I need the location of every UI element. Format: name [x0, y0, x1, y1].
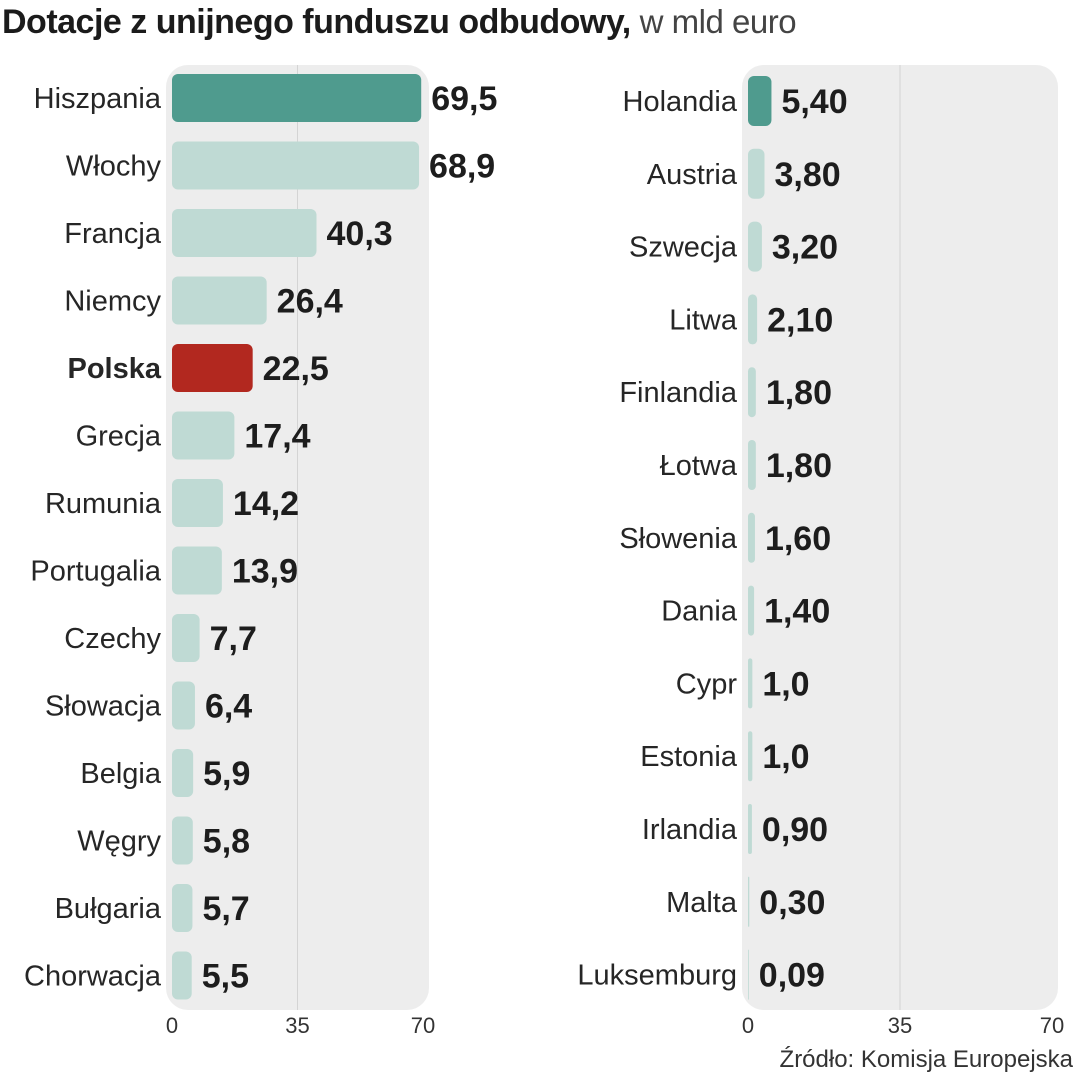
bar [172, 479, 223, 527]
category-label: Słowacja [45, 691, 162, 723]
bar [748, 731, 753, 782]
value-label: 1,80 [766, 374, 832, 412]
category-label: Finlandia [619, 377, 738, 409]
value-label: 22,5 [263, 350, 329, 388]
category-label: Belgia [80, 758, 161, 790]
category-label: Szwecja [629, 232, 738, 264]
bar [172, 614, 200, 662]
value-label: 26,4 [277, 283, 343, 321]
value-label: 7,7 [210, 620, 257, 658]
bar [748, 949, 749, 1000]
bar [748, 512, 755, 563]
value-label: 5,5 [202, 958, 249, 996]
value-label: 5,8 [203, 823, 250, 861]
x-tick-label: 70 [1040, 1013, 1064, 1038]
chart-title: Dotacje z unijnego funduszu odbudowy, w … [2, 2, 797, 42]
category-label: Irlandia [642, 814, 738, 846]
x-tick-label: 0 [166, 1013, 178, 1038]
category-label: Niemcy [64, 286, 161, 318]
value-label: 14,2 [233, 485, 299, 523]
category-label: Hiszpania [34, 83, 162, 115]
value-label: 1,0 [762, 738, 809, 776]
value-label: 13,9 [232, 553, 298, 591]
value-label: 5,40 [781, 83, 847, 121]
category-label: Węgry [77, 826, 161, 858]
bar [172, 681, 195, 730]
bar [748, 658, 753, 709]
bar [172, 74, 422, 122]
bar [172, 749, 194, 797]
category-label: Portugalia [30, 556, 161, 588]
category-label: Polska [68, 353, 162, 385]
value-label: 0,30 [759, 884, 825, 922]
category-label: Chorwacja [24, 961, 162, 993]
x-tick-label: 35 [888, 1013, 912, 1038]
value-label: 1,80 [766, 447, 832, 485]
value-label: 68,9 [429, 148, 495, 186]
category-label: Czechy [64, 623, 161, 655]
bar [172, 411, 235, 460]
value-label: 6,4 [205, 688, 252, 726]
category-label: Cypr [676, 668, 738, 700]
chart-title-unit: w mld euro [639, 3, 797, 40]
x-tick-label: 0 [742, 1013, 754, 1038]
bar [748, 294, 758, 345]
category-label: Holandia [623, 86, 738, 118]
bar [748, 76, 772, 126]
bar [172, 276, 267, 325]
category-label: Włochy [66, 151, 162, 183]
value-label: 3,80 [775, 156, 841, 194]
category-label: Austria [647, 159, 738, 191]
category-label: Francja [64, 218, 162, 250]
value-label: 5,9 [203, 755, 250, 793]
value-label: 5,7 [202, 890, 249, 928]
category-label: Rumunia [45, 488, 162, 520]
value-label: 0,09 [759, 957, 825, 995]
value-label: 1,60 [765, 520, 831, 558]
x-tick-label: 35 [285, 1013, 309, 1038]
bar [172, 884, 193, 932]
bar [748, 367, 756, 418]
value-label: 69,5 [431, 80, 497, 118]
category-label: Malta [666, 887, 738, 919]
bar [748, 876, 750, 927]
x-tick-label: 70 [411, 1013, 435, 1038]
category-label: Luksemburg [577, 960, 737, 992]
bar [748, 148, 765, 199]
value-label: 2,10 [767, 301, 833, 339]
bar [748, 440, 756, 490]
bar [172, 546, 222, 595]
category-label: Estonia [640, 741, 738, 773]
category-label: Słowenia [619, 523, 738, 555]
value-label: 3,20 [772, 229, 838, 267]
bar [748, 585, 755, 636]
value-label: 40,3 [327, 215, 393, 253]
category-label: Bułgaria [55, 893, 162, 925]
bar [748, 221, 762, 272]
bar [748, 804, 752, 854]
value-label: 0,90 [762, 811, 828, 849]
category-label: Litwa [669, 304, 738, 336]
value-label: 17,4 [244, 418, 310, 456]
bar [172, 951, 192, 1000]
category-label: Dania [661, 596, 738, 628]
bar [172, 141, 420, 190]
value-label: 1,40 [764, 593, 830, 631]
source-note: Źródło: Komisja Europejska [779, 1046, 1073, 1073]
category-label: Łotwa [660, 450, 738, 482]
category-label: Grecja [76, 421, 162, 453]
bar [172, 344, 253, 392]
value-label: 1,0 [762, 665, 809, 703]
bar [172, 816, 193, 865]
chart-title-main: Dotacje z unijnego funduszu odbudowy, [2, 3, 631, 41]
bar [172, 209, 317, 257]
